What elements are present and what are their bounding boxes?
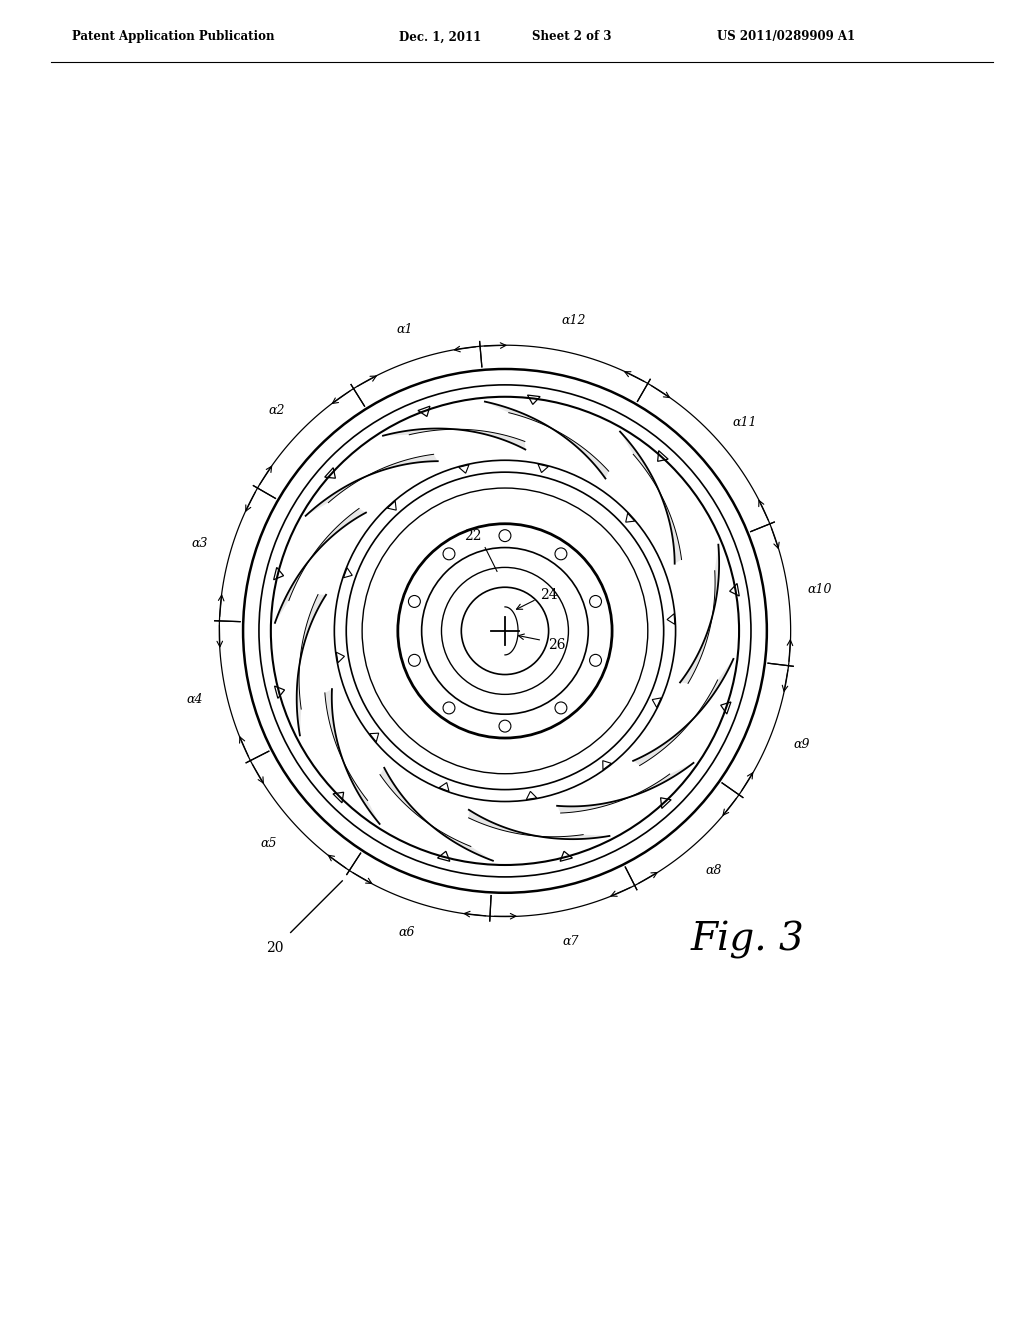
Polygon shape	[305, 454, 438, 516]
Text: 24: 24	[540, 589, 557, 602]
Text: Patent Application Publication: Patent Application Publication	[72, 30, 274, 44]
Polygon shape	[633, 659, 733, 766]
Text: α7: α7	[563, 935, 580, 948]
Text: α1: α1	[396, 323, 413, 337]
Polygon shape	[297, 594, 326, 735]
Text: Sheet 2 of 3: Sheet 2 of 3	[532, 30, 612, 44]
Text: Dec. 1, 2011: Dec. 1, 2011	[399, 30, 481, 44]
Polygon shape	[275, 508, 366, 623]
Polygon shape	[620, 432, 682, 564]
Text: α3: α3	[191, 537, 208, 550]
Text: α6: α6	[398, 927, 415, 940]
Polygon shape	[680, 545, 719, 684]
Text: α10: α10	[808, 583, 831, 595]
Text: α11: α11	[732, 416, 757, 429]
Text: 22: 22	[465, 528, 482, 543]
Polygon shape	[469, 809, 609, 840]
Text: 20: 20	[266, 941, 284, 956]
Polygon shape	[557, 763, 693, 813]
Text: α5: α5	[261, 837, 278, 850]
Text: 26: 26	[548, 638, 565, 652]
Polygon shape	[380, 768, 493, 861]
Text: α12: α12	[561, 314, 586, 327]
Polygon shape	[383, 429, 525, 450]
Text: α4: α4	[186, 693, 204, 706]
Text: Fig. 3: Fig. 3	[690, 921, 804, 960]
Text: α8: α8	[705, 865, 722, 876]
Polygon shape	[485, 401, 608, 479]
Polygon shape	[325, 689, 380, 824]
Text: US 2011/0289909 A1: US 2011/0289909 A1	[717, 30, 855, 44]
Text: α9: α9	[793, 738, 810, 751]
Text: α2: α2	[268, 404, 285, 417]
